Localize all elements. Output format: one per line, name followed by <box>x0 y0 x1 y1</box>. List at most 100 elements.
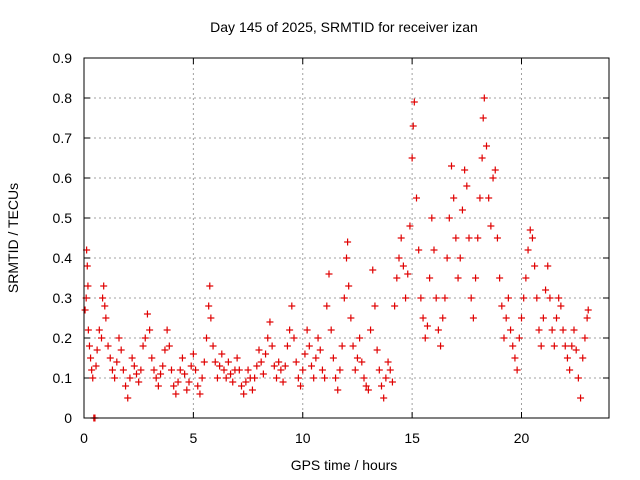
data-point <box>178 354 186 362</box>
data-point <box>504 294 512 302</box>
y-axis-label: SRMTID / TECUs <box>5 183 21 293</box>
data-point <box>238 382 245 390</box>
data-point <box>81 306 89 314</box>
data-point <box>487 222 495 230</box>
data-point <box>553 314 560 322</box>
data-point <box>257 358 265 366</box>
y-tick-label: 0.2 <box>53 330 73 346</box>
data-point <box>353 354 361 362</box>
data-point <box>235 366 243 374</box>
data-point <box>318 366 326 374</box>
data-point <box>253 362 261 370</box>
data-point <box>443 254 451 262</box>
data-point <box>502 314 510 322</box>
data-point <box>101 302 109 310</box>
data-point <box>165 342 173 350</box>
data-point <box>148 354 156 362</box>
data-point <box>314 334 322 342</box>
data-point <box>192 366 200 374</box>
data-point <box>533 294 541 302</box>
data-point <box>213 374 221 382</box>
data-point <box>283 342 291 350</box>
data-point <box>513 366 521 374</box>
data-point <box>557 302 565 310</box>
data-point <box>117 346 125 354</box>
data-point <box>452 234 460 242</box>
data-point <box>170 382 178 390</box>
data-point <box>126 374 134 382</box>
data-point <box>356 334 364 342</box>
data-point <box>242 378 250 386</box>
data-point <box>550 342 558 350</box>
data-point <box>216 362 224 370</box>
data-point <box>168 366 175 374</box>
data-point <box>566 366 574 374</box>
data-point <box>205 302 213 310</box>
data-point <box>465 234 473 242</box>
x-tick-label: 15 <box>404 430 420 446</box>
data-point <box>161 346 169 354</box>
y-tick-label: 0.6 <box>53 170 73 186</box>
data-point <box>415 246 423 254</box>
data-point <box>388 378 396 386</box>
data-point <box>310 374 318 382</box>
data-point <box>467 294 475 302</box>
x-tick-label: 5 <box>189 430 197 446</box>
data-point <box>268 342 276 350</box>
y-tick-label: 0.4 <box>53 250 73 266</box>
data-point <box>286 326 294 334</box>
data-point <box>544 262 552 270</box>
data-point <box>454 274 462 282</box>
data-point <box>98 334 105 342</box>
plot-frame <box>83 57 610 419</box>
data-point <box>292 358 300 366</box>
data-point <box>430 246 438 254</box>
data-point <box>122 382 130 390</box>
data-point <box>99 294 107 302</box>
data-point <box>229 378 237 386</box>
data-point <box>84 282 92 290</box>
y-tick-label: 0 <box>64 410 72 426</box>
data-point <box>255 346 263 354</box>
data-point <box>476 194 484 202</box>
data-point <box>84 326 92 334</box>
data-point <box>294 374 302 382</box>
data-point <box>579 354 587 362</box>
data-point <box>351 366 359 374</box>
data-point <box>378 382 385 390</box>
data-point <box>198 374 206 382</box>
data-point <box>264 334 272 342</box>
data-point <box>417 294 425 302</box>
data-point <box>196 390 204 398</box>
data-point <box>222 374 230 382</box>
data-point <box>434 326 442 334</box>
data-point <box>456 254 464 262</box>
data-point <box>375 366 383 374</box>
data-point <box>154 382 162 390</box>
data-point <box>409 122 417 130</box>
data-point <box>448 162 455 170</box>
data-point <box>439 314 447 322</box>
data-point <box>570 326 578 334</box>
data-point <box>493 234 501 242</box>
data-point <box>338 342 346 350</box>
y-tick-label: 0.1 <box>53 370 73 386</box>
data-point <box>209 342 217 350</box>
data-point <box>290 334 298 342</box>
y-tick-label: 0.8 <box>53 90 73 106</box>
data-point <box>402 294 410 302</box>
data-point <box>323 302 331 310</box>
data-point <box>382 374 390 382</box>
data-point <box>176 366 184 374</box>
data-point <box>520 294 528 302</box>
data-point <box>393 274 401 282</box>
data-point <box>542 286 550 294</box>
data-point <box>537 342 545 350</box>
data-point <box>539 314 547 322</box>
data-point <box>218 350 226 358</box>
data-point <box>572 346 580 354</box>
data-point <box>93 346 101 354</box>
data-point <box>329 354 337 362</box>
data-point <box>507 326 515 334</box>
data-point <box>531 262 539 270</box>
